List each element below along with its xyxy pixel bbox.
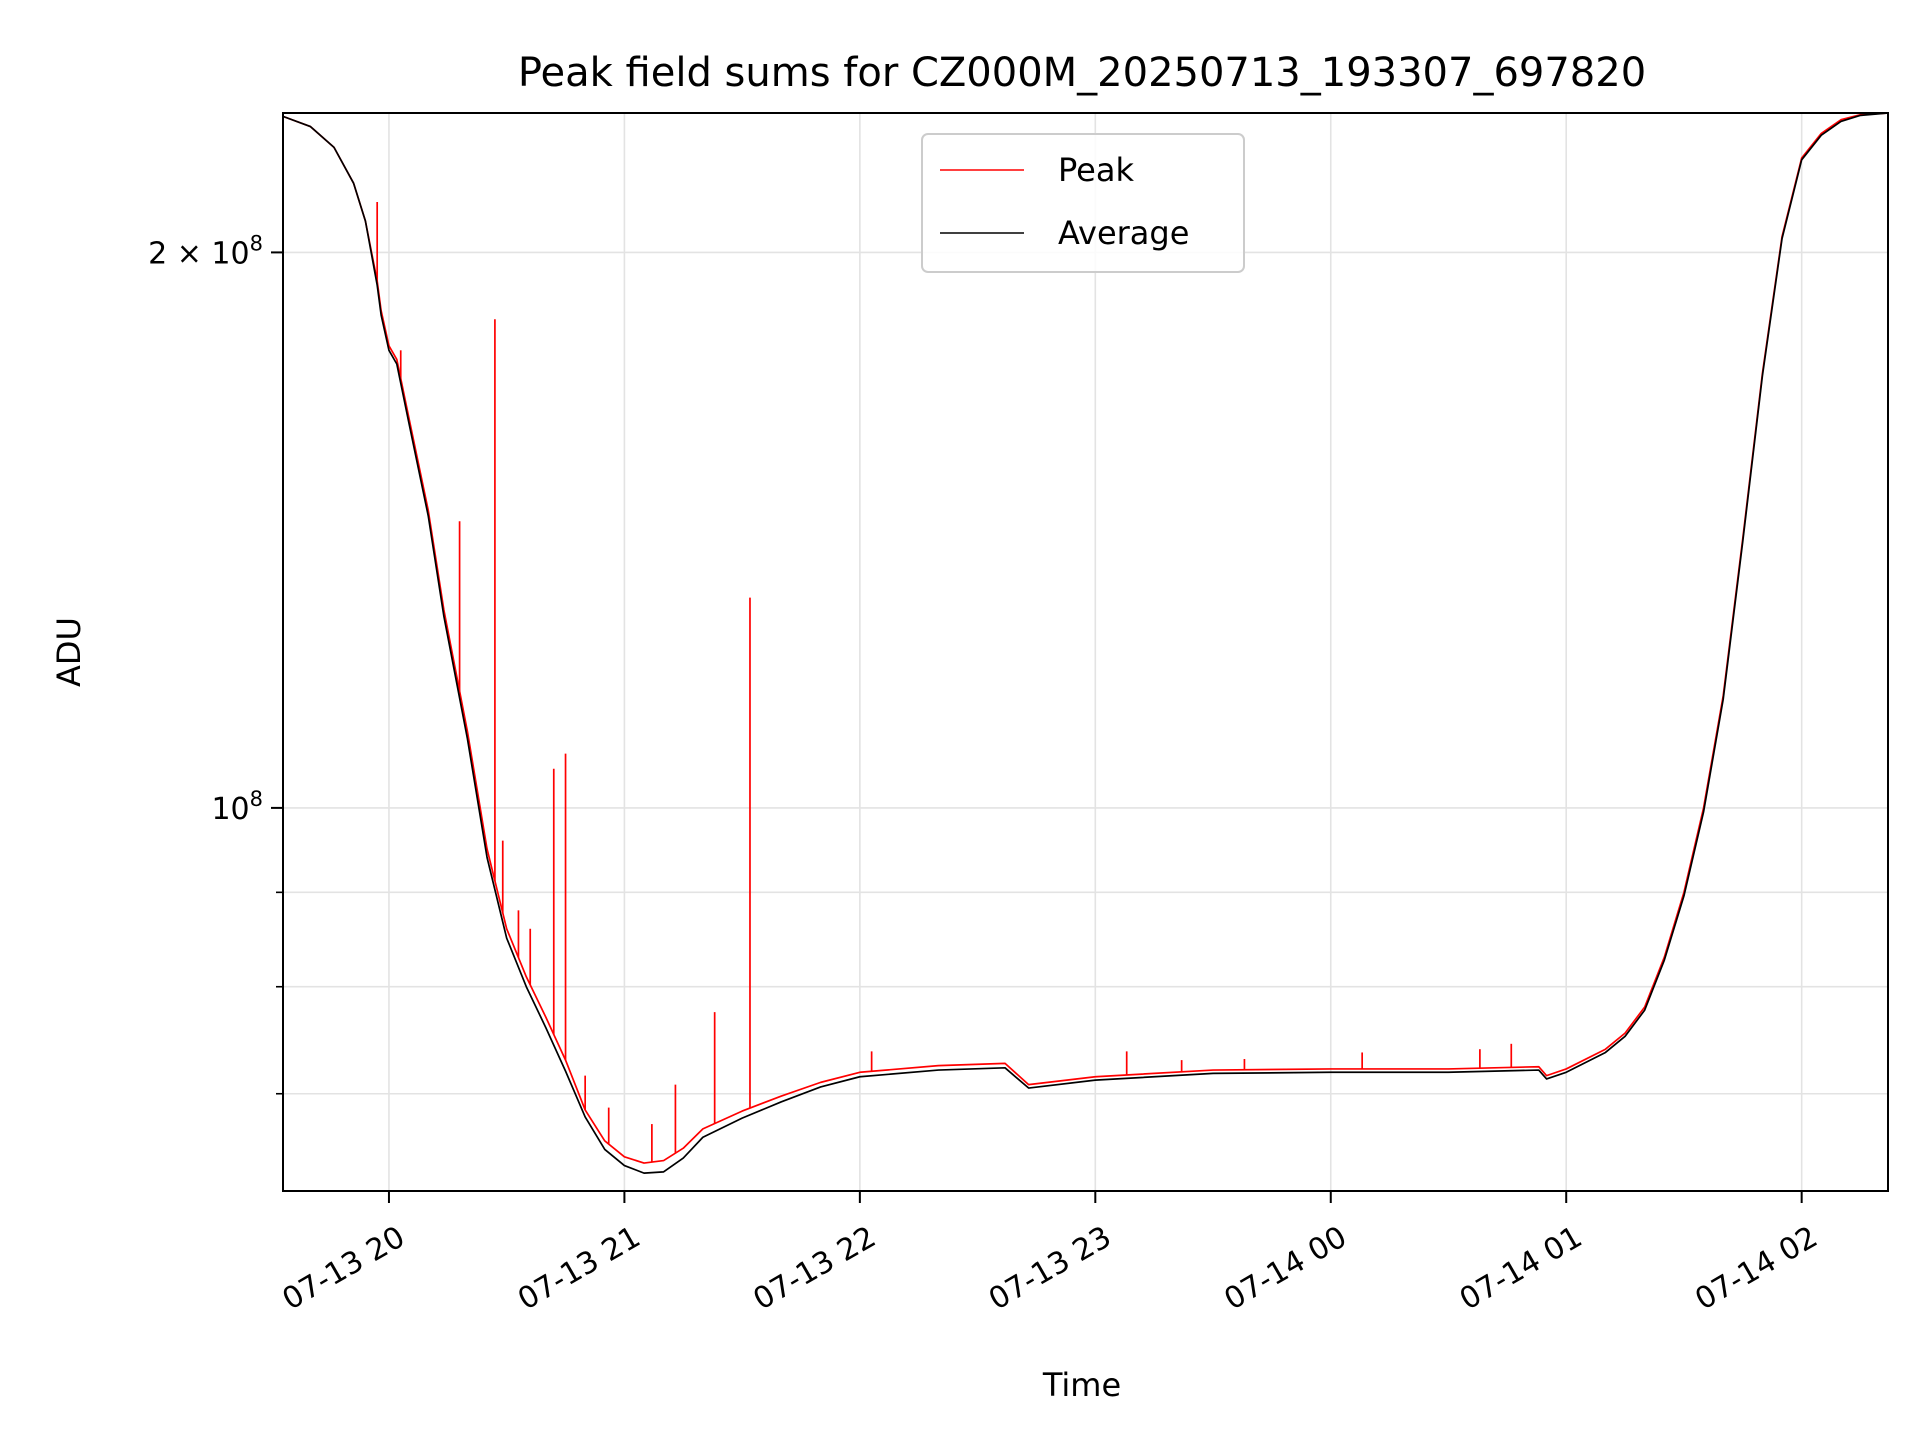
x-axis-title: Time (1042, 1366, 1121, 1404)
series-line-average (283, 113, 1888, 1174)
legend-box (921, 133, 1245, 273)
chart-title: Peak field sums for CZ000M_20250713_1933… (518, 50, 1646, 96)
y-axis-title: ADU (50, 617, 88, 687)
legend-average-label: Average (1058, 214, 1189, 252)
grid (283, 113, 1888, 1191)
legend-peak-label: Peak (1058, 151, 1134, 189)
y-tick-label: 108 (211, 787, 263, 827)
series-layer (283, 113, 1888, 1174)
legend: Peak Average (921, 133, 1245, 273)
plot-frame (282, 112, 1889, 1192)
y-tick-label: 2 × 108 (148, 231, 263, 271)
